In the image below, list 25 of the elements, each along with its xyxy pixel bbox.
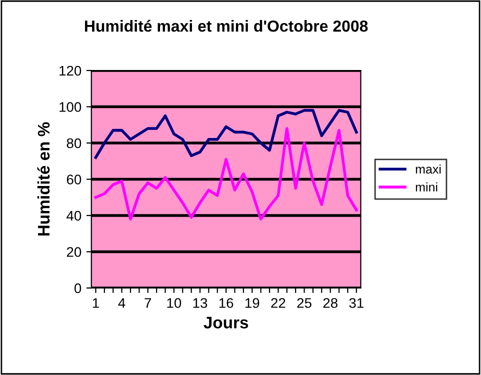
y-tick-label: 120 (60, 66, 82, 76)
x-tick-label: 16 (219, 298, 234, 308)
x-tick-label: 13 (193, 298, 208, 308)
y-tick-label: 20 (66, 247, 82, 257)
x-tick-label: 1 (92, 298, 99, 308)
x-tick-label: 25 (297, 298, 312, 308)
legend-label: mini (416, 182, 438, 192)
x-tick-label: 19 (245, 298, 260, 308)
x-tick-label: 22 (271, 298, 286, 308)
x-tick-label: 7 (144, 298, 152, 308)
y-tick-label: 100 (60, 102, 82, 112)
chart-title: Humidité maxi et mini d'Octobre 2008 (85, 20, 368, 32)
x-tick-label: 4 (118, 298, 126, 308)
y-tick-label: 60 (66, 174, 82, 184)
legend-label: maxi (416, 164, 441, 174)
y-axis-title: Humidité en % (37, 122, 50, 236)
line-series (94, 127, 358, 221)
x-axis-title: Jours (204, 316, 248, 328)
y-tick-label: 0 (74, 283, 82, 294)
x-tick-label: 28 (323, 298, 338, 308)
x-tick-label: 31 (349, 298, 364, 308)
line-series (94, 108, 358, 159)
x-tick-label: 10 (167, 298, 182, 308)
y-tick-label: 40 (66, 210, 82, 221)
y-tick-label: 80 (66, 138, 82, 148)
